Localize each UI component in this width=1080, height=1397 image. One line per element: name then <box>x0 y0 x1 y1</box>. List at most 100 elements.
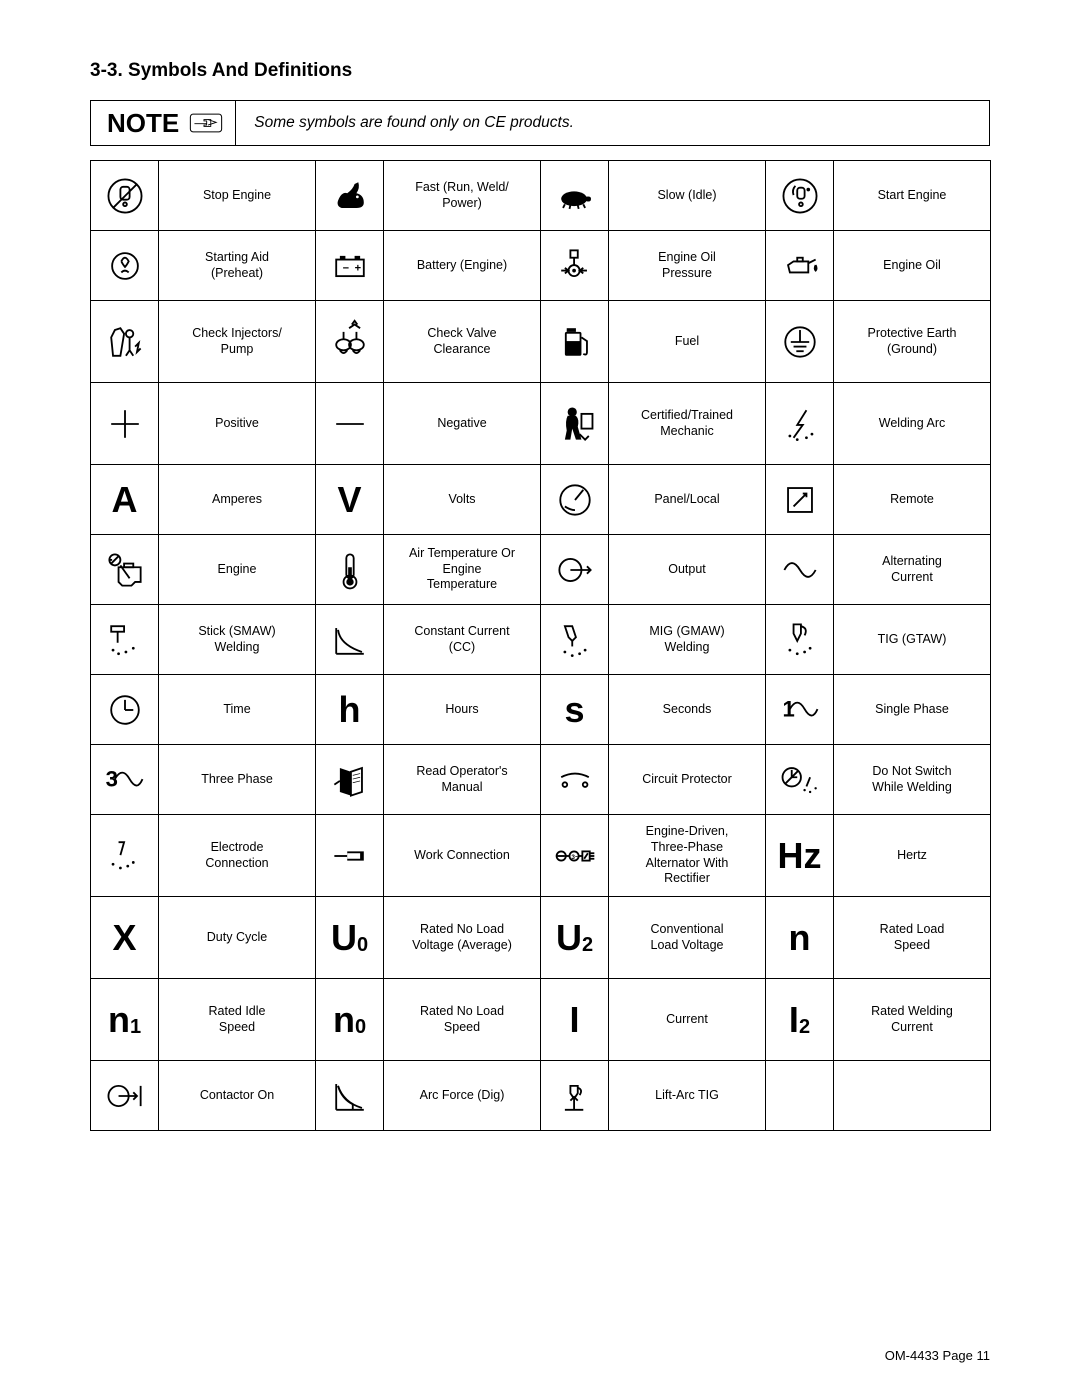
lift-arc-icon <box>547 1068 603 1124</box>
no-switch-icon <box>772 752 828 808</box>
mechanic-icon <box>547 396 603 452</box>
symbol-cell: U2 <box>541 897 609 979</box>
symbol-cell: −+ <box>316 231 384 301</box>
three-phase-icon: 3 <box>97 752 153 808</box>
label-cell: Three Phase <box>159 745 316 815</box>
start-engine-icon <box>772 168 828 224</box>
symbol-cell <box>766 1061 834 1131</box>
label-cell: Remote <box>834 465 991 535</box>
label-cell: Current <box>609 979 766 1061</box>
label-cell: Do Not SwitchWhile Welding <box>834 745 991 815</box>
battery-icon: −+ <box>322 238 378 294</box>
label-cell: TIG (GTAW) <box>834 605 991 675</box>
oil-can-icon <box>772 238 828 294</box>
label-cell: Amperes <box>159 465 316 535</box>
s-symbol: s <box>547 682 603 738</box>
label-cell: Read Operator'sManual <box>384 745 541 815</box>
preheat-icon <box>97 238 153 294</box>
engine-icon <box>97 542 153 598</box>
symbol-cell: s <box>541 675 609 745</box>
label-cell: Rated No LoadVoltage (Average) <box>384 897 541 979</box>
table-row: ElectrodeConnectionWork Connection3~Engi… <box>91 815 991 897</box>
circuit-icon <box>547 752 603 808</box>
n1-symbol: n1 <box>97 992 153 1048</box>
label-cell: Single Phase <box>834 675 991 745</box>
table-row: AAmperesVVoltsPanel/LocalRemote <box>91 465 991 535</box>
single-phase-icon: 1 <box>772 682 828 738</box>
symbol-cell <box>541 745 609 815</box>
table-row: Positive Negative Certified/TrainedMechani… <box>91 383 991 465</box>
symbol-cell: I2 <box>766 979 834 1061</box>
symbol-cell <box>91 675 159 745</box>
label-cell: Hertz <box>834 815 991 897</box>
V-symbol: V <box>322 472 378 528</box>
label-cell: Engine OilPressure <box>609 231 766 301</box>
label-cell: Volts <box>384 465 541 535</box>
symbol-cell: U0 <box>316 897 384 979</box>
remote-icon <box>772 472 828 528</box>
table-row: EngineAir Temperature OrEngineTemperatur… <box>91 535 991 605</box>
symbol-cell <box>316 605 384 675</box>
manual-icon <box>322 752 378 808</box>
ac-icon <box>772 542 828 598</box>
table-row: TimehHourssSeconds1Single Phase <box>91 675 991 745</box>
svg-text:+: + <box>354 262 360 274</box>
table-row: Stop EngineFast (Run, Weld/Power)Slow (I… <box>91 161 991 231</box>
symbol-cell <box>316 161 384 231</box>
work-icon <box>322 828 378 884</box>
label-cell: Fast (Run, Weld/Power) <box>384 161 541 231</box>
rabbit-icon <box>322 168 378 224</box>
symbol-cell <box>766 231 834 301</box>
injector-icon <box>97 314 153 370</box>
label-cell: Time <box>159 675 316 745</box>
symbol-cell <box>541 161 609 231</box>
page-footer: OM-4433 Page 11 <box>885 1348 990 1363</box>
n0-symbol: n0 <box>322 992 378 1048</box>
Hz-symbol: Hz <box>772 828 828 884</box>
label-cell: MIG (GMAW)Welding <box>609 605 766 675</box>
label-cell: Engine-Driven,Three-PhaseAlternator With… <box>609 815 766 897</box>
ground-icon <box>772 314 828 370</box>
U0-symbol: U0 <box>322 910 378 966</box>
label-cell: AlternatingCurrent <box>834 535 991 605</box>
cc-icon <box>322 612 378 668</box>
svg-text:3: 3 <box>105 766 117 791</box>
label-cell: Seconds <box>609 675 766 745</box>
label-cell: Slow (Idle) <box>609 161 766 231</box>
label-cell: Negative <box>384 383 541 465</box>
label-cell: Hours <box>384 675 541 745</box>
table-row: n1Rated IdleSpeedn0Rated No LoadSpeedICu… <box>91 979 991 1061</box>
symbol-cell: X <box>91 897 159 979</box>
I-symbol: I <box>547 992 603 1048</box>
label-cell: Positive <box>159 383 316 465</box>
label-cell: Certified/TrainedMechanic <box>609 383 766 465</box>
label-cell: Engine Oil <box>834 231 991 301</box>
valve-icon <box>322 314 378 370</box>
alternator-icon: 3~ <box>547 828 603 884</box>
table-row: Contactor OnArc Force (Dig)Lift-Arc TIG <box>91 1061 991 1131</box>
pointing-hand-icon <box>189 111 223 135</box>
table-row: Check Injectors/PumpCheck ValveClearance… <box>91 301 991 383</box>
I2-symbol: I2 <box>772 992 828 1048</box>
stop-engine-icon <box>97 168 153 224</box>
label-cell: Starting Aid(Preheat) <box>159 231 316 301</box>
label-cell: Rated WeldingCurrent <box>834 979 991 1061</box>
symbol-cell <box>766 605 834 675</box>
label-cell: ConventionalLoad Voltage <box>609 897 766 979</box>
thermometer-icon <box>322 542 378 598</box>
label-cell: Fuel <box>609 301 766 383</box>
arcforce-icon <box>322 1068 378 1124</box>
svg-text:3~: 3~ <box>571 853 579 860</box>
label-cell: Check Injectors/Pump <box>159 301 316 383</box>
symbol-cell <box>316 301 384 383</box>
note-text: Some symbols are found only on CE produc… <box>236 101 574 145</box>
symbol-cell <box>91 535 159 605</box>
symbol-cell: n0 <box>316 979 384 1061</box>
symbol-cell: h <box>316 675 384 745</box>
U2-symbol: U2 <box>547 910 603 966</box>
section-heading: 3-3. Symbols And Definitions <box>90 60 990 82</box>
label-cell <box>834 1061 991 1131</box>
symbol-cell: n <box>766 897 834 979</box>
h-symbol: h <box>322 682 378 738</box>
label-cell: Rated No LoadSpeed <box>384 979 541 1061</box>
